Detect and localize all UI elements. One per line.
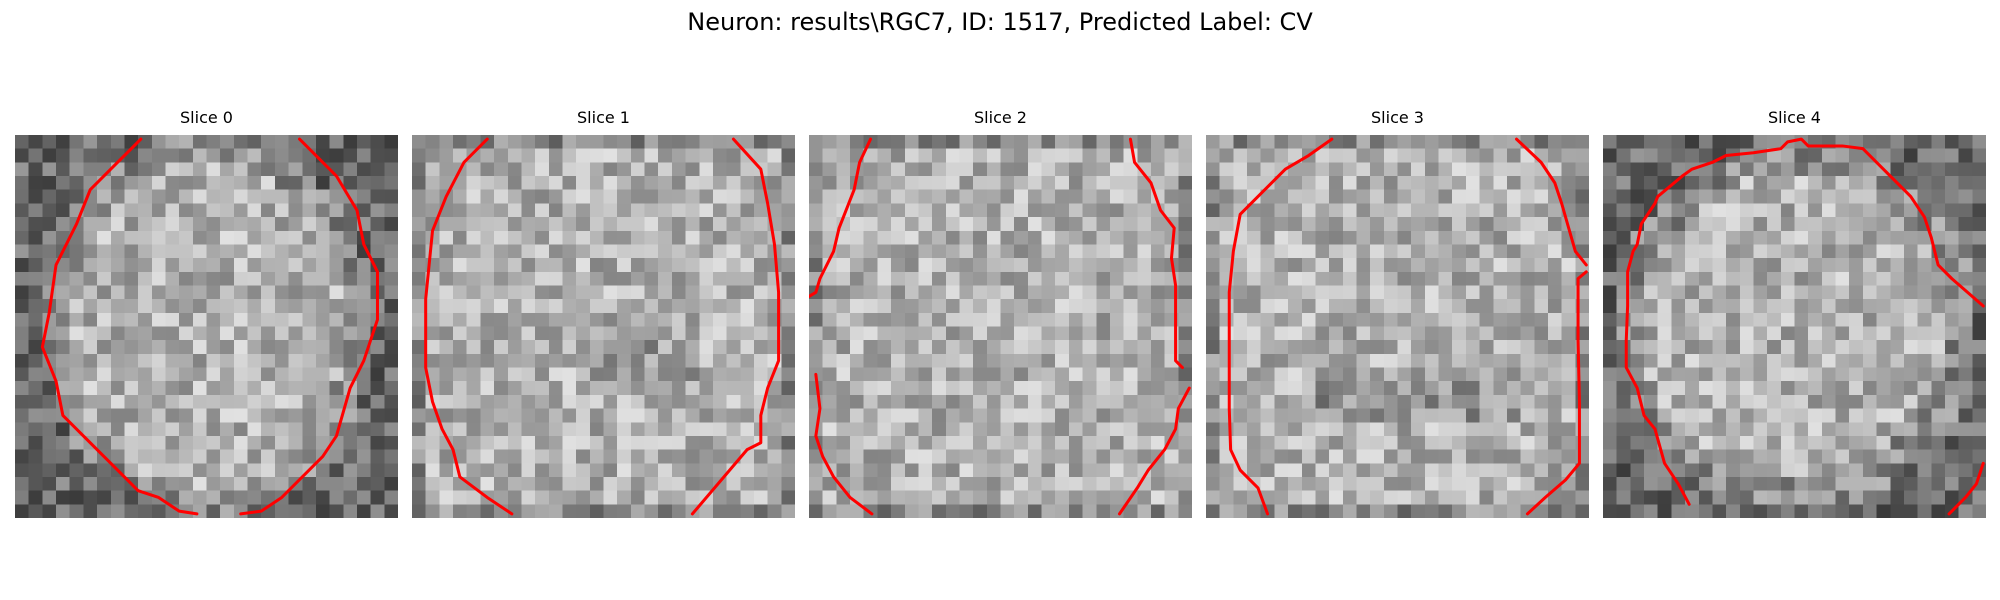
slice-title: Slice 3 — [1371, 108, 1424, 127]
contour-right — [1514, 137, 1588, 267]
slice-title: Slice 2 — [974, 108, 1027, 127]
contour-left-lower — [814, 372, 874, 516]
contour-left — [1227, 137, 1334, 516]
contour-right-lower — [1525, 270, 1588, 516]
contour-left — [424, 137, 514, 516]
slice-image — [15, 135, 398, 518]
slice-image — [1206, 135, 1589, 518]
contour-left — [809, 137, 873, 298]
contour-main — [1624, 137, 1985, 506]
contour-right — [239, 137, 379, 516]
slice-image — [412, 135, 795, 518]
slice-title: Slice 4 — [1768, 108, 1821, 127]
slice-title: Slice 1 — [577, 108, 630, 127]
contour-left — [40, 137, 199, 516]
slice-image — [1603, 135, 1986, 518]
contour-right-upper — [1128, 137, 1184, 370]
contour-right-lower — [1117, 386, 1191, 516]
slice-image — [809, 135, 1192, 518]
figure-title: Neuron: results\RGC7, ID: 1517, Predicte… — [687, 8, 1313, 36]
contour-right — [690, 137, 781, 516]
slice-title: Slice 0 — [180, 108, 233, 127]
contour-right-lower — [1947, 461, 1985, 516]
